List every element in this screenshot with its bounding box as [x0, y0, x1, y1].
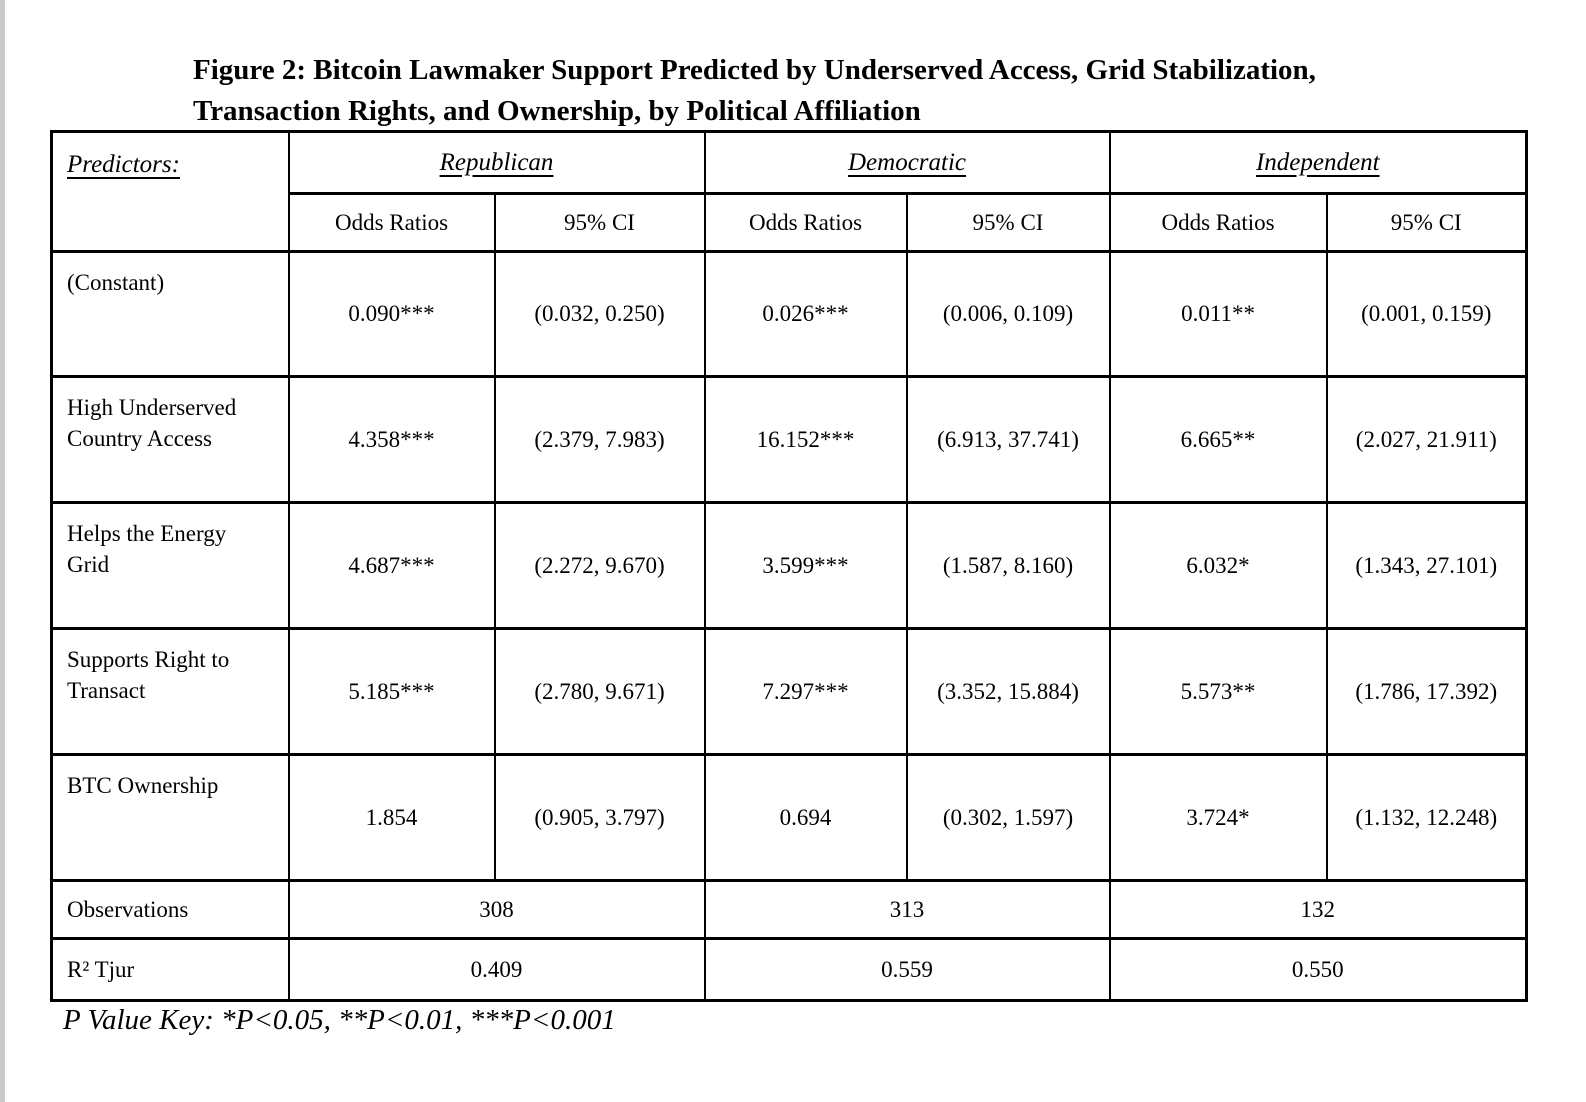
odds-ratio-cell: 3.599***	[703, 501, 908, 630]
odds-ratio-cell: 0.694	[703, 753, 908, 882]
sub-header-row: Odds Ratios 95% CI Odds Ratios 95% CI Od…	[52, 192, 1528, 253]
odds-ratio-cell: 6.665**	[1108, 375, 1328, 504]
group-header-independent-label: Independent	[1255, 148, 1380, 176]
col-header-odds-ratios-democratic: Odds Ratios	[703, 192, 908, 253]
r2-tjur-democratic: 0.559	[703, 937, 1111, 1002]
figure-title-line-1: Figure 2: Bitcoin Lawmaker Support Predi…	[193, 54, 1316, 86]
table-row-energy-grid: Helps the Energy Grid 4.687*** (2.272, 9…	[50, 501, 1528, 630]
summary-label: R² Tjur	[50, 937, 290, 1002]
regression-results-table: Predictors: Republican Democratic Indepe…	[50, 130, 1529, 1002]
page-edge-strip	[0, 0, 5, 1102]
odds-ratio-cell: 7.297***	[703, 627, 908, 756]
odds-ratio-cell: 0.026***	[703, 250, 908, 378]
odds-ratio-cell: 0.090***	[287, 250, 496, 378]
ci-cell: (2.027, 21.911)	[1325, 375, 1528, 504]
summary-label: Observations	[50, 879, 290, 940]
observations-independent: 132	[1108, 879, 1528, 940]
col-header-odds-ratios-independent: Odds Ratios	[1108, 192, 1328, 253]
ci-cell: (1.132, 12.248)	[1325, 753, 1528, 882]
ci-cell: (0.006, 0.109)	[905, 250, 1111, 378]
table-row-btc-ownership: BTC Ownership 1.854 (0.905, 3.797) 0.694…	[50, 753, 1528, 882]
table-row-underserved-access: High Underserved Country Access 4.358***…	[50, 375, 1528, 504]
table-row-right-to-transact: Supports Right to Transact 5.185*** (2.7…	[50, 627, 1528, 756]
predictor-label: High Underserved Country Access	[50, 375, 290, 504]
group-header-row: Predictors: Republican Democratic Indepe…	[50, 130, 1528, 253]
predictor-label: BTC Ownership	[50, 753, 290, 882]
table-row-constant: (Constant) 0.090*** (0.032, 0.250) 0.026…	[50, 250, 1528, 378]
group-header-democratic-label: Democratic	[848, 148, 967, 176]
odds-ratio-cell: 16.152***	[703, 375, 908, 504]
odds-ratio-cell: 1.854	[287, 753, 496, 882]
col-header-ci-democratic: 95% CI	[905, 192, 1111, 253]
ci-cell: (0.302, 1.597)	[905, 753, 1111, 882]
r2-tjur-republican: 0.409	[287, 937, 706, 1002]
group-header-independent: Independent	[1108, 130, 1528, 195]
ci-cell: (1.587, 8.160)	[905, 501, 1111, 630]
ci-cell: (2.272, 9.670)	[493, 501, 706, 630]
ci-cell: (0.905, 3.797)	[493, 753, 706, 882]
ci-cell: (1.343, 27.101)	[1325, 501, 1528, 630]
p-value-key-note: P Value Key: *P<0.05, **P<0.01, ***P<0.0…	[63, 1004, 616, 1036]
col-header-ci-republican: 95% CI	[493, 192, 706, 253]
table-row-observations: Observations 308 313 132	[50, 879, 1528, 940]
r2-tjur-independent: 0.550	[1108, 937, 1528, 1002]
ci-cell: (0.001, 0.159)	[1325, 250, 1528, 378]
predictor-label: Supports Right to Transact	[50, 627, 290, 756]
odds-ratio-cell: 4.687***	[287, 501, 496, 630]
odds-ratio-cell: 5.573**	[1108, 627, 1328, 756]
figure-title: Figure 2: Bitcoin Lawmaker Support Predi…	[193, 50, 1513, 132]
odds-ratio-cell: 4.358***	[287, 375, 496, 504]
predictor-label: (Constant)	[50, 250, 290, 378]
odds-ratio-cell: 5.185***	[287, 627, 496, 756]
col-header-odds-ratios-republican: Odds Ratios	[287, 192, 496, 253]
odds-ratio-cell: 3.724*	[1108, 753, 1328, 882]
figure-title-line-2: Transaction Rights, and Ownership, by Po…	[193, 95, 921, 127]
col-header-ci-independent: 95% CI	[1325, 192, 1528, 253]
ci-cell: (6.913, 37.741)	[905, 375, 1111, 504]
group-header-republican-label: Republican	[439, 148, 554, 176]
odds-ratio-cell: 0.011**	[1108, 250, 1328, 378]
predictors-corner-cell: Predictors:	[50, 130, 290, 253]
group-header-republican: Republican	[287, 130, 706, 195]
ci-cell: (2.379, 7.983)	[493, 375, 706, 504]
odds-ratio-cell: 6.032*	[1108, 501, 1328, 630]
table-row-r2-tjur: R² Tjur 0.409 0.559 0.550	[50, 937, 1528, 1002]
predictor-label: Helps the Energy Grid	[50, 501, 290, 630]
ci-cell: (0.032, 0.250)	[493, 250, 706, 378]
ci-cell: (2.780, 9.671)	[493, 627, 706, 756]
observations-republican: 308	[287, 879, 706, 940]
ci-cell: (1.786, 17.392)	[1325, 627, 1528, 756]
ci-cell: (3.352, 15.884)	[905, 627, 1111, 756]
group-header-democratic: Democratic	[703, 130, 1111, 195]
observations-democratic: 313	[703, 879, 1111, 940]
